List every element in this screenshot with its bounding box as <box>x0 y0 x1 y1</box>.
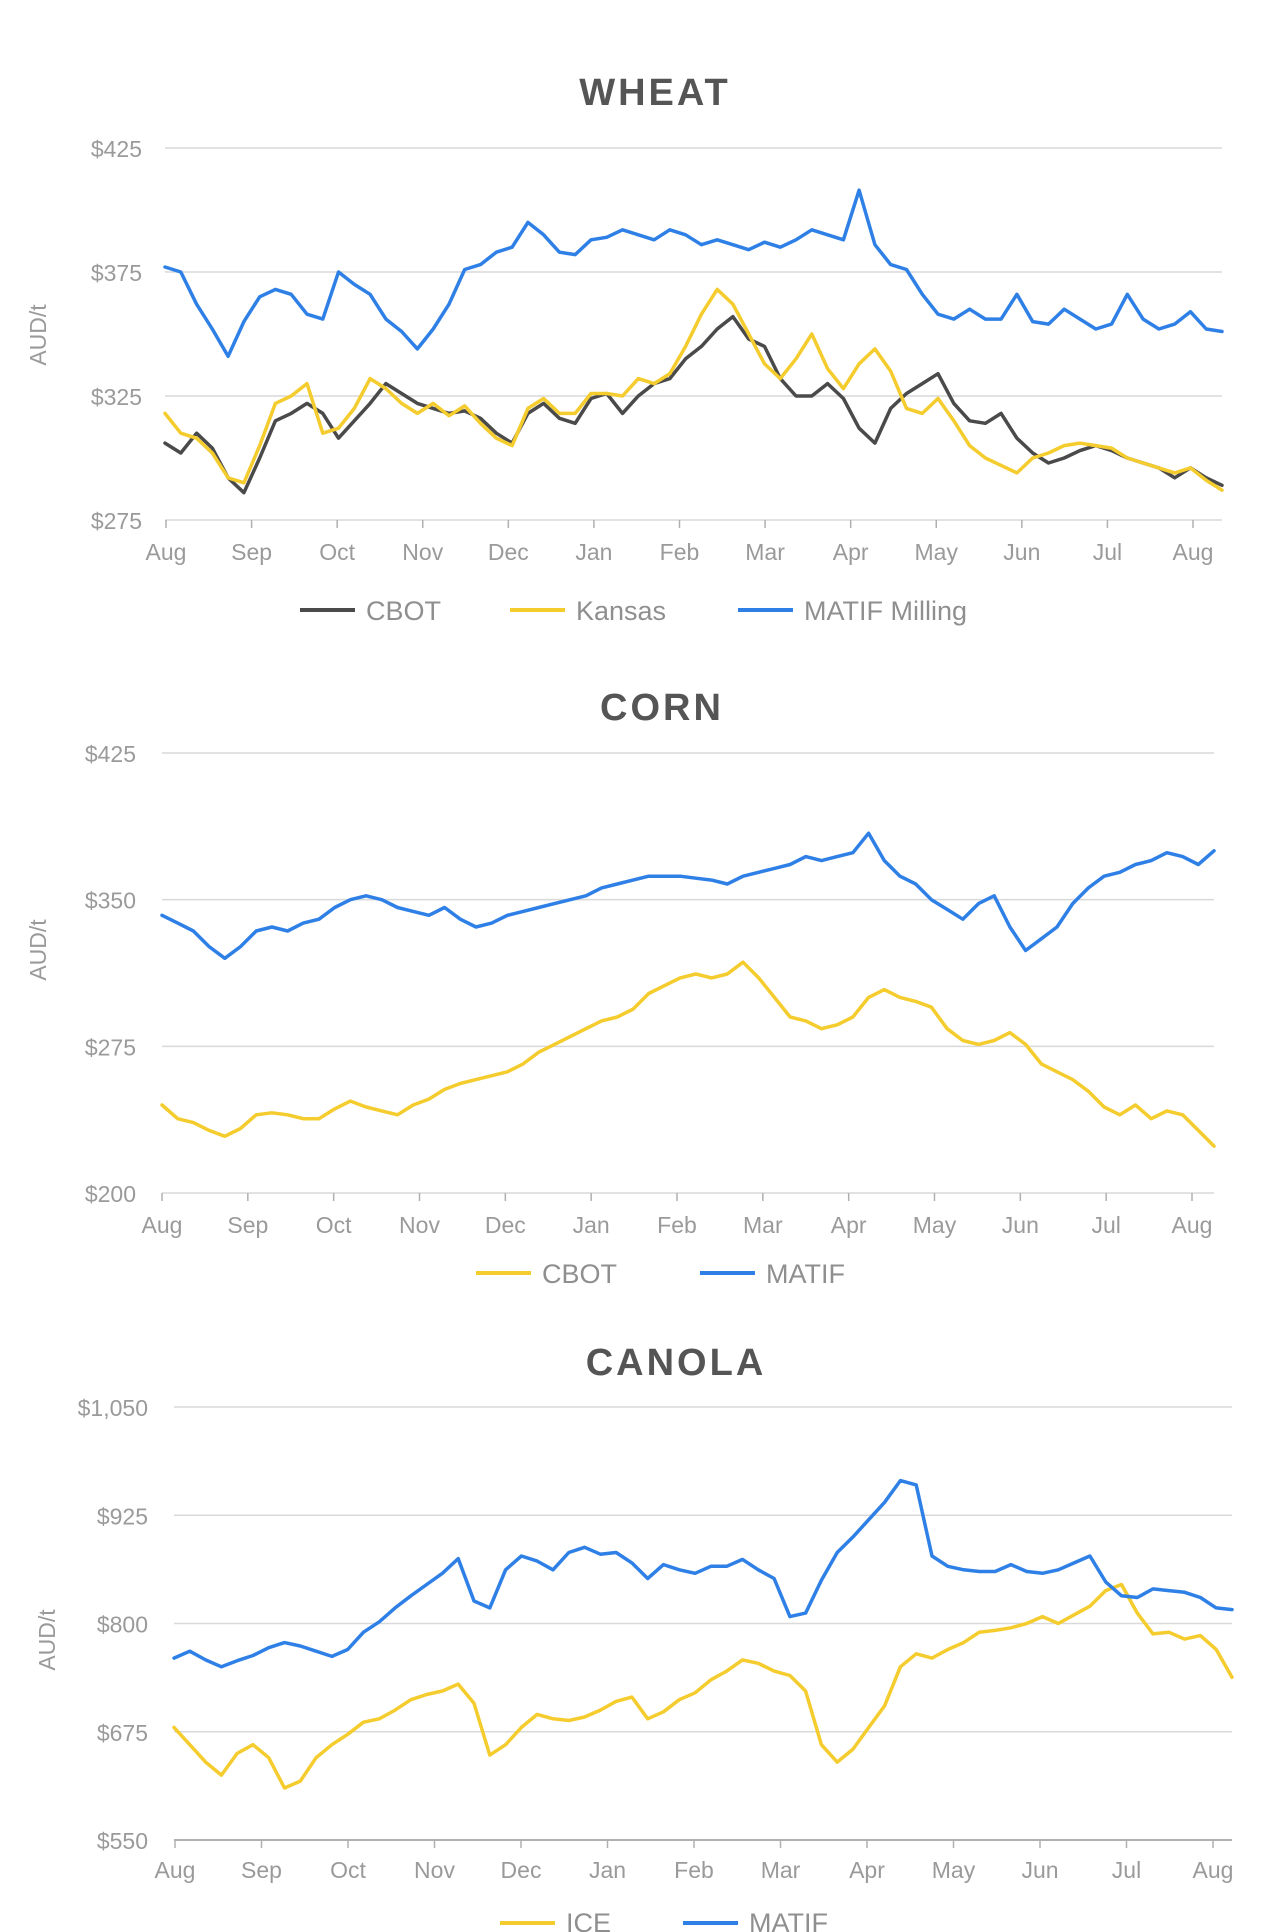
series-line-cbot <box>163 314 1224 495</box>
x-tick-label: Oct <box>319 539 355 565</box>
x-tick-label: Dec <box>501 1857 542 1883</box>
x-tick-label: Aug <box>142 1212 183 1238</box>
series-line-matif-milling <box>163 188 1224 359</box>
x-tick-label: Dec <box>485 1212 526 1238</box>
x-tick-label: Dec <box>488 539 529 565</box>
series-lines <box>160 831 1216 1148</box>
corn-chart: CORN AUD/t $200 $275 $350 $425 Aug Sep Oct Nov… <box>25 687 1216 1289</box>
series-lines <box>172 1478 1234 1790</box>
x-tick-label: Aug <box>155 1857 196 1883</box>
canola-chart: CANOLA AUD/t $550 $675 $800 $925 $1,050 Aug S… <box>34 1342 1234 1932</box>
y-ticks: $550 $675 $800 $925 $1,050 <box>78 1395 148 1854</box>
y-tick-label: $675 <box>97 1720 148 1746</box>
x-tick-label: May <box>913 1212 957 1238</box>
x-tick-label: Jun <box>1002 1212 1039 1238</box>
x-tick-label: Feb <box>660 539 700 565</box>
x-ticks: Aug Sep Oct Nov Dec Jan Feb Mar Apr May Jun Jul Aug <box>155 1840 1234 1883</box>
y-tick-label: $925 <box>97 1503 148 1529</box>
x-tick-label: Feb <box>674 1857 714 1883</box>
legend-label: MATIF Milling <box>804 596 967 626</box>
y-tick-label: $275 <box>85 1034 136 1060</box>
legend: CBOT Kansas MATIF Milling <box>300 596 967 626</box>
x-tick-label: Apr <box>849 1857 885 1883</box>
x-tick-label: Jul <box>1093 539 1122 565</box>
y-ticks: $200 $275 $350 $425 <box>85 741 136 1207</box>
series-lines <box>163 188 1224 495</box>
y-tick-label: $275 <box>91 508 142 534</box>
x-tick-label: Aug <box>1173 539 1214 565</box>
x-tick-label: Jan <box>573 1212 610 1238</box>
y-tick-label: $375 <box>91 260 142 286</box>
series-line-ice <box>172 1582 1234 1790</box>
legend-item-matif-milling: MATIF Milling <box>738 596 967 626</box>
x-tick-label: Jul <box>1091 1212 1120 1238</box>
series-line-cbot <box>160 960 1216 1148</box>
gridlines <box>162 752 1214 1194</box>
x-tick-label: Oct <box>330 1857 366 1883</box>
legend-label: Kansas <box>576 596 666 626</box>
x-tick-label: May <box>932 1857 976 1883</box>
x-ticks: Aug Sep Oct Nov Dec Jan Feb Mar Apr May Jun Jul Aug <box>146 520 1214 565</box>
chart-title: CANOLA <box>586 1342 767 1384</box>
x-tick-label: Jun <box>1003 539 1040 565</box>
legend-label: MATIF <box>766 1259 845 1289</box>
series-line-matif <box>160 831 1216 961</box>
x-tick-label: Mar <box>761 1857 801 1883</box>
y-axis-label: AUD/t <box>34 1609 60 1671</box>
legend-item-matif: MATIF <box>700 1259 845 1289</box>
x-tick-label: May <box>915 539 959 565</box>
x-tick-label: Jun <box>1021 1857 1058 1883</box>
y-axis-label: AUD/t <box>25 919 51 981</box>
legend: CBOT MATIF <box>476 1259 845 1289</box>
gridlines <box>174 1406 1232 1841</box>
x-tick-label: Aug <box>1193 1857 1234 1883</box>
x-tick-label: Apr <box>831 1212 867 1238</box>
legend-item-cbot: CBOT <box>476 1259 617 1289</box>
x-tick-label: Nov <box>414 1857 455 1883</box>
x-tick-label: Apr <box>833 539 869 565</box>
series-line-matif <box>172 1478 1234 1669</box>
y-tick-label: $800 <box>97 1612 148 1638</box>
wheat-chart: WHEAT AUD/t $275 $325 $375 $425 Aug Sep Oct No… <box>25 72 1224 626</box>
x-tick-label: Sep <box>241 1857 282 1883</box>
y-tick-label: $200 <box>85 1181 136 1207</box>
x-tick-label: Jan <box>589 1857 626 1883</box>
y-tick-label: $425 <box>85 741 136 767</box>
legend-item-matif: MATIF <box>683 1908 828 1932</box>
y-ticks: $275 $325 $375 $425 <box>91 136 142 534</box>
chart-title: CORN <box>600 687 724 729</box>
chart-title: WHEAT <box>579 72 731 114</box>
x-tick-label: Nov <box>402 539 443 565</box>
legend: ICE MATIF <box>500 1908 828 1932</box>
legend-item-cbot: CBOT <box>300 596 441 626</box>
legend-item-kansas: Kansas <box>510 596 666 626</box>
x-tick-label: Jan <box>575 539 612 565</box>
y-tick-label: $425 <box>91 136 142 162</box>
legend-label: MATIF <box>749 1908 828 1932</box>
legend-label: ICE <box>566 1908 611 1932</box>
legend-label: CBOT <box>542 1259 617 1289</box>
x-tick-label: Aug <box>1172 1212 1213 1238</box>
x-tick-label: Jul <box>1112 1857 1141 1883</box>
x-tick-label: Mar <box>743 1212 783 1238</box>
x-tick-label: Aug <box>146 539 187 565</box>
x-tick-label: Mar <box>745 539 785 565</box>
y-tick-label: $350 <box>85 888 136 914</box>
x-ticks: Aug Sep Oct Nov Dec Jan Feb Mar Apr May Jun Jul Aug <box>142 1193 1213 1238</box>
legend-label: CBOT <box>366 596 441 626</box>
x-tick-label: Feb <box>657 1212 697 1238</box>
x-tick-label: Sep <box>231 539 272 565</box>
x-tick-label: Nov <box>399 1212 440 1238</box>
x-tick-label: Oct <box>316 1212 352 1238</box>
y-tick-label: $550 <box>97 1828 148 1854</box>
y-tick-label: $1,050 <box>78 1395 148 1421</box>
y-tick-label: $325 <box>91 384 142 410</box>
y-axis-label: AUD/t <box>25 304 51 366</box>
series-line-kansas <box>163 287 1224 492</box>
x-tick-label: Sep <box>227 1212 268 1238</box>
legend-item-ice: ICE <box>500 1908 611 1932</box>
